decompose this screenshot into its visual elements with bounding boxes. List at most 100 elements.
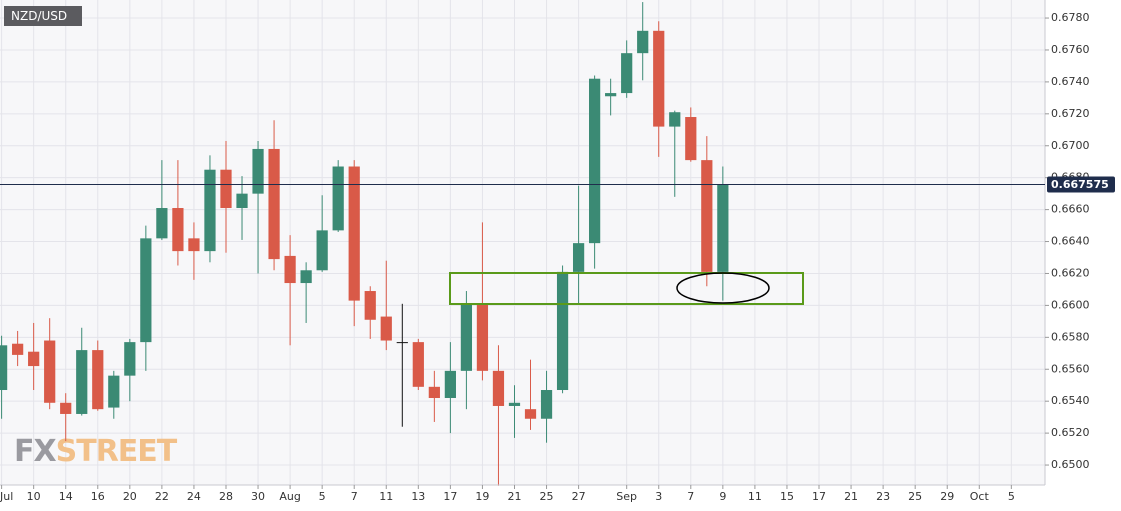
candle: [268, 120, 280, 271]
candle-body: [300, 270, 312, 284]
candle: [572, 185, 585, 304]
x-tick-label: 11: [379, 490, 393, 503]
candle: [348, 160, 360, 327]
candle-body: [540, 390, 553, 419]
candle: [140, 225, 152, 371]
x-tick-label: 27: [572, 490, 586, 503]
candle: [44, 318, 56, 410]
candle: [380, 260, 392, 351]
candle: [204, 155, 216, 263]
candle: [621, 40, 633, 98]
x-tick-label: 15: [780, 490, 794, 503]
candle: [589, 75, 601, 269]
x-tick-label: 22: [155, 490, 169, 503]
candle-body: [156, 208, 168, 239]
title-box: [4, 6, 82, 26]
candle: [701, 136, 713, 287]
support-zone: [449, 272, 804, 305]
candle: [396, 303, 408, 427]
x-tick-label: 5: [319, 490, 326, 503]
x-tick-label: 3: [655, 490, 662, 503]
y-tick-label: 0.6600: [1051, 298, 1090, 311]
candle-body: [589, 78, 601, 244]
candle-body: [669, 112, 681, 127]
candle-body: [412, 342, 424, 387]
candle-body: [621, 53, 633, 94]
candle-body: [0, 345, 8, 391]
candle-body: [364, 291, 376, 320]
y-tick-label: 0.6780: [1051, 11, 1090, 24]
candle: [524, 359, 537, 430]
candle: [605, 78, 617, 116]
x-tick-label: 9: [719, 490, 726, 503]
candle: [444, 342, 456, 434]
candle-body: [653, 30, 665, 127]
current-price-label: 0.667575: [1051, 178, 1109, 191]
x-tick-label: 17: [443, 490, 457, 503]
x-tick-label: 25: [540, 490, 554, 503]
candle-body: [524, 409, 537, 419]
x-tick-label: Oct: [970, 490, 990, 503]
x-tick-label: 14: [59, 490, 73, 503]
candle-body: [108, 375, 120, 408]
candle: [653, 21, 665, 157]
candle: [236, 176, 248, 240]
candle: [108, 370, 120, 419]
candle: [300, 262, 312, 323]
candle-body: [284, 255, 296, 284]
x-tick-label: 7: [687, 490, 694, 503]
candle-body: [605, 93, 617, 97]
candle: [316, 195, 328, 272]
candle: [28, 322, 40, 391]
x-tick-label: 11: [748, 490, 762, 503]
watermark-suffix: STREET: [56, 434, 178, 469]
candle: [556, 265, 569, 394]
watermark: FXSTREET: [14, 434, 178, 469]
candle: [492, 345, 505, 486]
candle: [508, 385, 521, 438]
candle-body: [444, 370, 456, 398]
candle-body: [28, 351, 40, 367]
candle-body: [476, 303, 489, 371]
candle-body: [316, 230, 328, 271]
candle: [540, 370, 553, 443]
candle: [60, 393, 72, 442]
watermark-prefix: FX: [14, 434, 56, 469]
candle-body: [12, 343, 24, 355]
x-tick-label: 7: [351, 490, 358, 503]
candle: [460, 291, 473, 410]
x-tick-label: 17: [812, 490, 826, 503]
candle-body: [220, 169, 232, 209]
candle-body: [76, 350, 88, 414]
x-tick-label: 5: [1008, 490, 1015, 503]
candle-body: [717, 184, 729, 272]
x-tick-label: 29: [940, 490, 954, 503]
candle-body: [268, 148, 280, 260]
y-tick-label: 0.6640: [1051, 235, 1090, 248]
x-tick-label: 21: [507, 490, 521, 503]
x-tick-label: Jul: [0, 490, 13, 503]
y-tick-label: 0.6740: [1051, 75, 1090, 88]
x-tick-label: 23: [876, 490, 890, 503]
candle: [717, 166, 729, 301]
candle: [476, 222, 489, 381]
x-tick-label: 24: [187, 490, 201, 503]
x-tick-label: 13: [411, 490, 425, 503]
y-tick-label: 0.6500: [1051, 458, 1090, 471]
y-tick-label: 0.6720: [1051, 107, 1090, 120]
candle: [220, 140, 232, 253]
y-tick-label: 0.6660: [1051, 203, 1090, 216]
grid: [0, 0, 1045, 485]
x-tick-label: 10: [27, 490, 41, 503]
candle-body: [124, 342, 136, 376]
candle-body: [140, 238, 152, 343]
candle-body: [637, 30, 649, 54]
x-tick-label: 16: [91, 490, 105, 503]
highlight-ellipse: [676, 272, 770, 304]
candle: [685, 107, 697, 162]
candle: [332, 160, 344, 232]
candle-body: [701, 160, 713, 272]
candle: [156, 160, 168, 240]
candle-body: [460, 303, 473, 371]
